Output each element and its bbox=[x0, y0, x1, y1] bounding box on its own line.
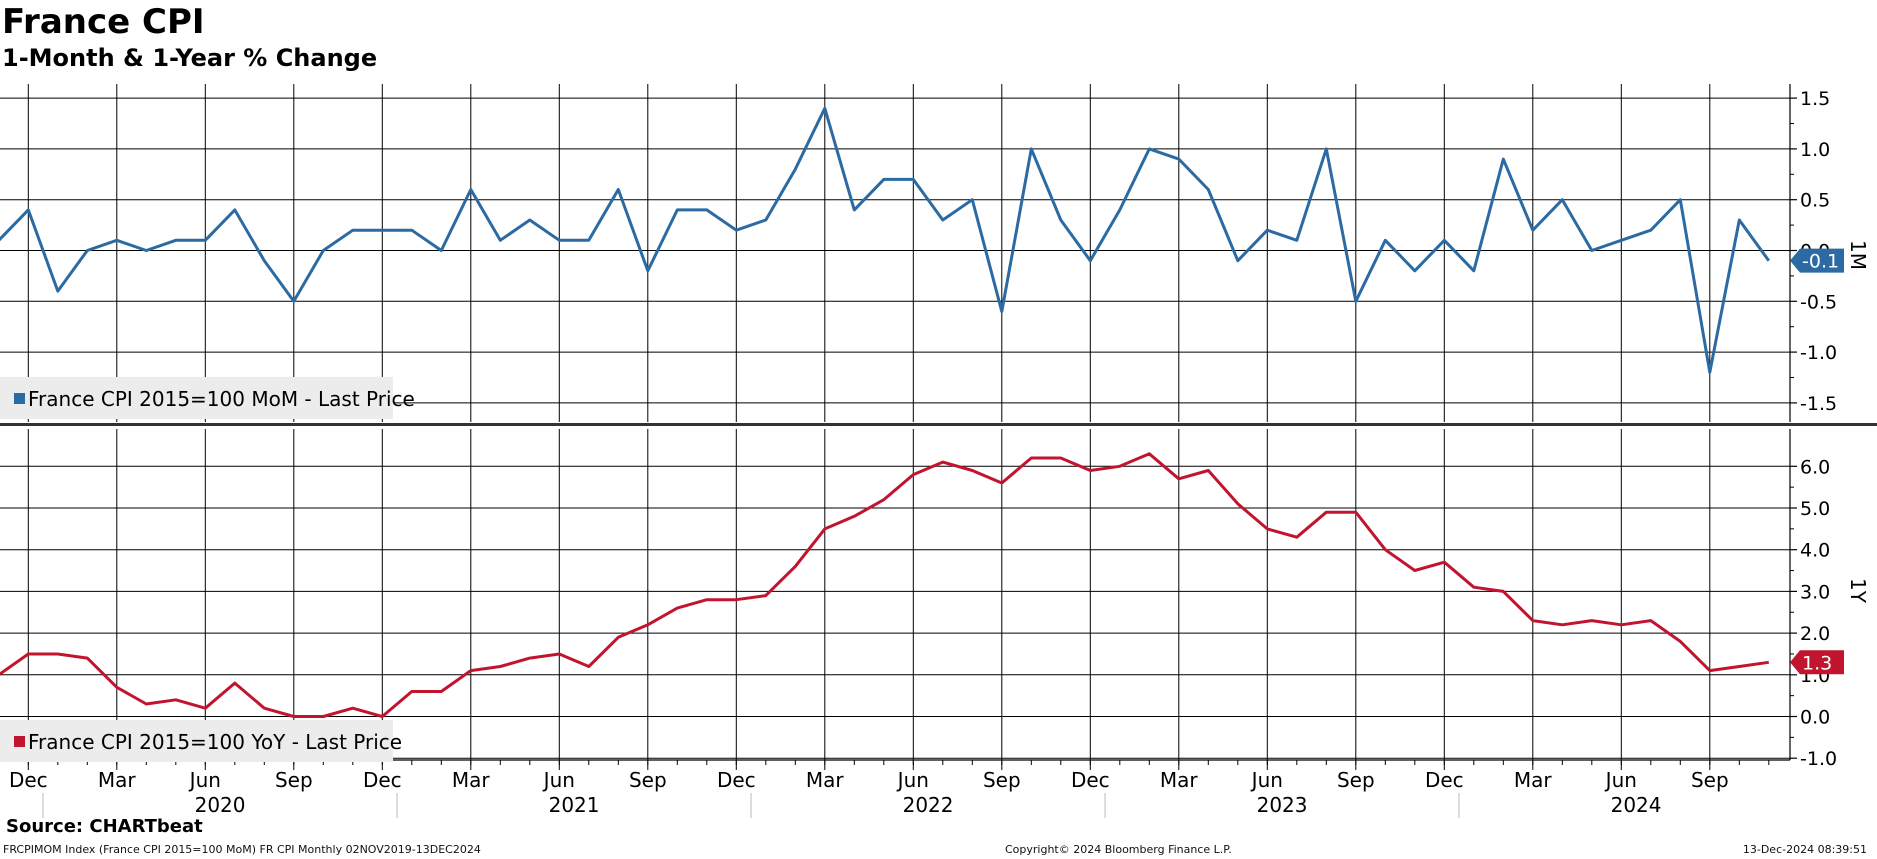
x-tick-label: Mar bbox=[806, 768, 845, 792]
x-tick-label: Sep bbox=[1691, 768, 1729, 792]
ytick-label-mom: -1.5 bbox=[1800, 393, 1837, 415]
ytick-label-yoy: 5.0 bbox=[1800, 498, 1830, 520]
legend-yoy: France CPI 2015=100 YoY - Last Price bbox=[0, 720, 402, 762]
series-line-yoy bbox=[0, 452, 1770, 718]
x-tick-label: Dec bbox=[1071, 768, 1110, 792]
legend-mom: France CPI 2015=100 MoM - Last Price bbox=[0, 377, 415, 419]
x-tick-label: Jun bbox=[542, 768, 575, 792]
timestamp: 13-Dec-2024 08:39:51 bbox=[1742, 843, 1867, 856]
x-tick-label: Dec bbox=[1425, 768, 1464, 792]
x-year-label: 2022 bbox=[903, 793, 954, 817]
x-tick-label: Sep bbox=[983, 768, 1021, 792]
x-tick-label: Jun bbox=[188, 768, 221, 792]
x-tick-label: Mar bbox=[1514, 768, 1553, 792]
ytick-label-mom: 0.5 bbox=[1800, 190, 1830, 212]
x-tick-label: Jun bbox=[1250, 768, 1283, 792]
x-tick-label: Jun bbox=[896, 768, 929, 792]
x-tick-label: Jun bbox=[1604, 768, 1637, 792]
axis-title-yoy: 1Y bbox=[1846, 578, 1870, 604]
x-year-label: 2020 bbox=[195, 793, 246, 817]
last-value-label-yoy: 1.3 bbox=[1802, 652, 1832, 674]
chart-title: France CPI bbox=[2, 2, 205, 42]
ytick-label-yoy: 2.0 bbox=[1800, 623, 1830, 645]
x-year-label: 2023 bbox=[1257, 793, 1308, 817]
x-tick-label: Sep bbox=[629, 768, 667, 792]
x-year-label: 2024 bbox=[1611, 793, 1662, 817]
ytick-label-yoy: 4.0 bbox=[1800, 540, 1830, 562]
ytick-label-mom: -1.0 bbox=[1800, 342, 1837, 364]
last-value-tag-yoy bbox=[1790, 650, 1844, 675]
legend-mom-label: France CPI 2015=100 MoM - Last Price bbox=[28, 387, 415, 411]
ticker-info: FRCPIMOM Index (France CPI 2015=100 MoM)… bbox=[3, 843, 481, 856]
ytick-label-mom: 1.0 bbox=[1800, 139, 1830, 161]
axis-title-mom: 1M bbox=[1846, 240, 1870, 270]
legend-yoy-label: France CPI 2015=100 YoY - Last Price bbox=[28, 730, 403, 754]
x-tick-label: Mar bbox=[1160, 768, 1199, 792]
legend-mom-swatch bbox=[14, 393, 25, 404]
last-value-tag-mom bbox=[1790, 248, 1844, 273]
copyright: Copyright© 2024 Bloomberg Finance L.P. bbox=[1005, 843, 1232, 856]
ytick-label-yoy: 0.0 bbox=[1800, 707, 1830, 729]
ytick-label-mom: 1.5 bbox=[1800, 88, 1830, 110]
x-tick-label: Sep bbox=[1337, 768, 1375, 792]
ytick-label-yoy: 3.0 bbox=[1800, 581, 1830, 603]
x-tick-label: Dec bbox=[717, 768, 756, 792]
x-tick-label: Mar bbox=[452, 768, 491, 792]
x-tick-label: Dec bbox=[363, 768, 402, 792]
last-value-label-mom: -0.1 bbox=[1802, 251, 1839, 273]
series-line-mom bbox=[0, 106, 1771, 374]
x-tick-label: Sep bbox=[275, 768, 313, 792]
chart-subtitle: 1-Month & 1-Year % Change bbox=[2, 44, 378, 72]
ytick-label-yoy: 6.0 bbox=[1800, 456, 1830, 478]
x-tick-label: Dec bbox=[9, 768, 48, 792]
x-tick-label: Mar bbox=[98, 768, 137, 792]
ytick-label-yoy: -1.0 bbox=[1800, 748, 1837, 770]
ytick-label-mom: -0.5 bbox=[1800, 291, 1837, 313]
source-note: Source: CHARTbeat bbox=[6, 816, 203, 837]
legend-yoy-swatch bbox=[14, 736, 25, 747]
x-year-label: 2021 bbox=[549, 793, 600, 817]
